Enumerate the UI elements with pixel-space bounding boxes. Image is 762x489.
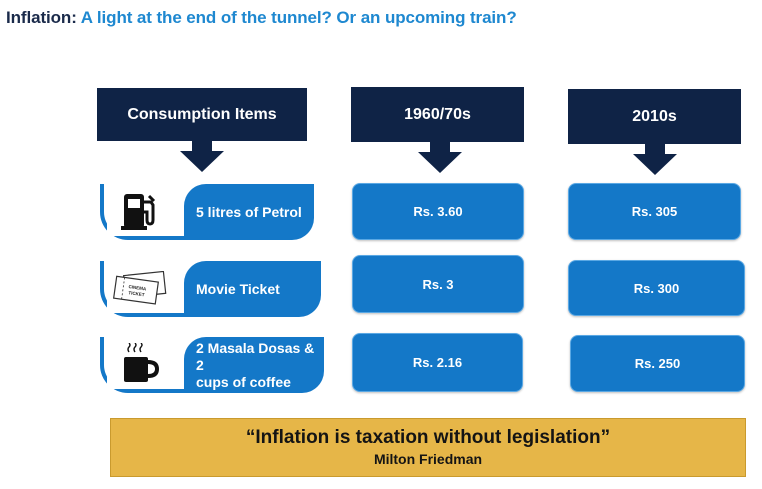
quote-author: Milton Friedman	[373, 451, 483, 467]
price-2010s-masala-dosas: Rs. 250	[570, 335, 745, 392]
coffee-cup-icon	[124, 343, 160, 382]
item-petrol-label-text: 5 litres of Petrol	[196, 203, 302, 220]
price-1960s-movie-ticket-text: Rs. 3	[422, 276, 454, 292]
item-masala-dosas-label: 2 Masala Dosas & 2 cups of coffee	[184, 337, 324, 393]
item-masala-dosas-line-2: cups of coffee	[196, 373, 291, 390]
ticket-line-1: CINEMA	[128, 284, 147, 292]
header-consumption-items: Consumption Items	[97, 88, 307, 141]
item-masala-dosas-bracket	[100, 337, 184, 393]
price-1960s-petrol-text: Rs. 3.60	[413, 204, 463, 219]
ticket-line-2: TICKET	[128, 290, 145, 297]
item-masala-dosas-label-text: 2 Masala Dosas & 2 cups of coffee	[196, 340, 324, 391]
header-consumption-items-arrow-stem	[192, 141, 212, 152]
price-2010s-movie-ticket: Rs. 300	[568, 260, 745, 316]
price-1960s-movie-ticket: Rs. 3	[352, 255, 524, 313]
item-masala-dosas: 2 Masala Dosas & 2 cups of coffee	[100, 337, 324, 393]
header-consumption-items-label: Consumption Items	[127, 105, 277, 123]
fuel-pump-icon	[121, 194, 156, 230]
item-petrol-icon-box	[107, 186, 173, 236]
page-title: Inflation: A light at the end of the tun…	[6, 8, 517, 28]
quote-box: “Inflation is taxation without legislati…	[110, 418, 746, 477]
item-masala-dosas-line-1: 2 Masala Dosas & 2	[196, 339, 315, 373]
header-2010s-arrow	[633, 154, 677, 175]
price-2010s-petrol: Rs. 305	[568, 183, 741, 240]
header-1960s-arrow-stem	[430, 142, 450, 153]
header-1960s-arrow	[418, 152, 462, 173]
item-movie-ticket-bracket	[100, 261, 184, 317]
item-petrol-bracket	[100, 184, 184, 240]
item-masala-dosas-icon-box	[107, 339, 173, 389]
header-2010s-label: 2010s	[632, 107, 677, 125]
quote-text: “Inflation is taxation without legislati…	[245, 427, 611, 448]
item-movie-ticket-icon-box: CINEMA TICKET	[107, 263, 173, 313]
header-consumption-items-arrow	[180, 151, 224, 172]
item-movie-ticket-label-text: Movie Ticket	[196, 280, 280, 297]
item-movie-ticket-label: Movie Ticket	[184, 261, 321, 317]
title-text: A light at the end of the tunnel? Or an …	[80, 8, 517, 27]
price-1960s-masala-dosas-text: Rs. 2.16	[412, 355, 463, 370]
price-2010s-petrol-text: Rs. 305	[631, 204, 678, 219]
title-label: Inflation:	[6, 8, 77, 27]
movie-ticket-icon: CINEMA TICKET	[112, 271, 167, 305]
header-1960s: 1960/70s	[351, 87, 524, 142]
item-movie-ticket: CINEMA TICKET Movie Ticket	[100, 261, 321, 317]
price-2010s-masala-dosas-text: Rs. 250	[634, 356, 681, 371]
header-2010s-arrow-stem	[645, 144, 665, 155]
price-1960s-masala-dosas: Rs. 2.16	[352, 333, 523, 392]
item-petrol: 5 litres of Petrol	[100, 184, 314, 240]
header-2010s: 2010s	[568, 89, 741, 144]
price-1960s-petrol: Rs. 3.60	[352, 183, 524, 240]
header-1960s-label: 1960/70s	[404, 105, 471, 123]
price-2010s-movie-ticket-text: Rs. 300	[633, 280, 680, 296]
item-petrol-label: 5 litres of Petrol	[184, 184, 314, 240]
